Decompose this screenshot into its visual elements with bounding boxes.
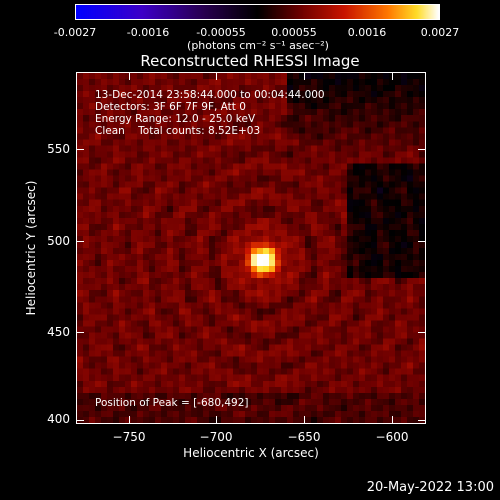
x-tick-label: −600 (375, 430, 409, 444)
info-energy-range: Energy Range: 12.0 - 25.0 keV (95, 113, 256, 125)
x-tick-label: −650 (287, 430, 321, 444)
y-tick-label: 400 (47, 412, 70, 426)
colorbar (75, 4, 440, 20)
x-axis-title: Heliocentric X (arcsec) (183, 446, 319, 460)
colorbar-tick-label: 0.0016 (347, 26, 387, 39)
colorbar-tick-label: -0.0016 (126, 26, 170, 39)
info-time-range: 13-Dec-2014 23:58:44.000 to 00:04:44.000 (95, 89, 325, 101)
plot-title: Reconstructed RHESSI Image (140, 52, 360, 70)
y-axis-title: Heliocentric Y (arcsec) (24, 180, 38, 316)
y-tick-label: 450 (47, 325, 70, 339)
colorbar-tick-label: 0.0027 (420, 26, 460, 39)
colorbar-units: (photons cm⁻² s⁻¹ asec⁻²) (187, 39, 329, 52)
rhessi-image (77, 73, 425, 423)
info-detectors: Detectors: 3F 6F 7F 9F, Att 0 (95, 101, 246, 113)
x-tick-label: −700 (199, 430, 233, 444)
colorbar-tick-label: -0.0027 (53, 26, 97, 39)
y-tick-label: 500 (47, 234, 70, 248)
y-tick-label: 550 (47, 142, 70, 156)
x-tick-label: −750 (112, 430, 146, 444)
peak-position-label: Position of Peak = [-680,492] (95, 397, 249, 409)
info-clean-counts: Clean Total counts: 8.52E+03 (95, 125, 261, 137)
footer-date: 20-May-2022 13:00 (366, 480, 494, 495)
colorbar-tick-label: -0.00055 (196, 26, 246, 39)
image-plot: 13-Dec-2014 23:58:44.000 to 00:04:44.000… (76, 72, 426, 424)
colorbar-tick-label: 0.00055 (271, 26, 317, 39)
